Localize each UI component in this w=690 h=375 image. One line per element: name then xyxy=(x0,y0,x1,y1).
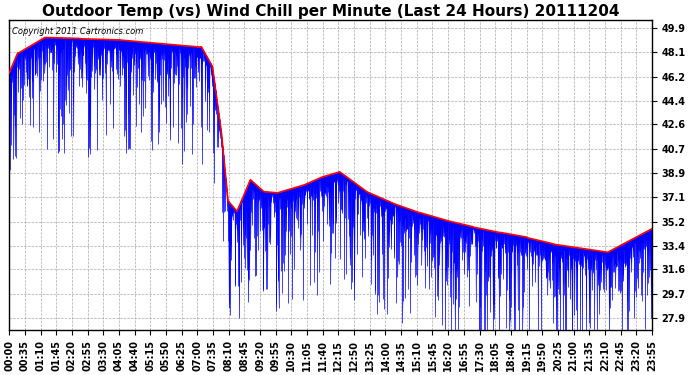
Title: Outdoor Temp (vs) Wind Chill per Minute (Last 24 Hours) 20111204: Outdoor Temp (vs) Wind Chill per Minute … xyxy=(42,4,620,19)
Text: Copyright 2011 Cartronics.com: Copyright 2011 Cartronics.com xyxy=(12,27,144,36)
